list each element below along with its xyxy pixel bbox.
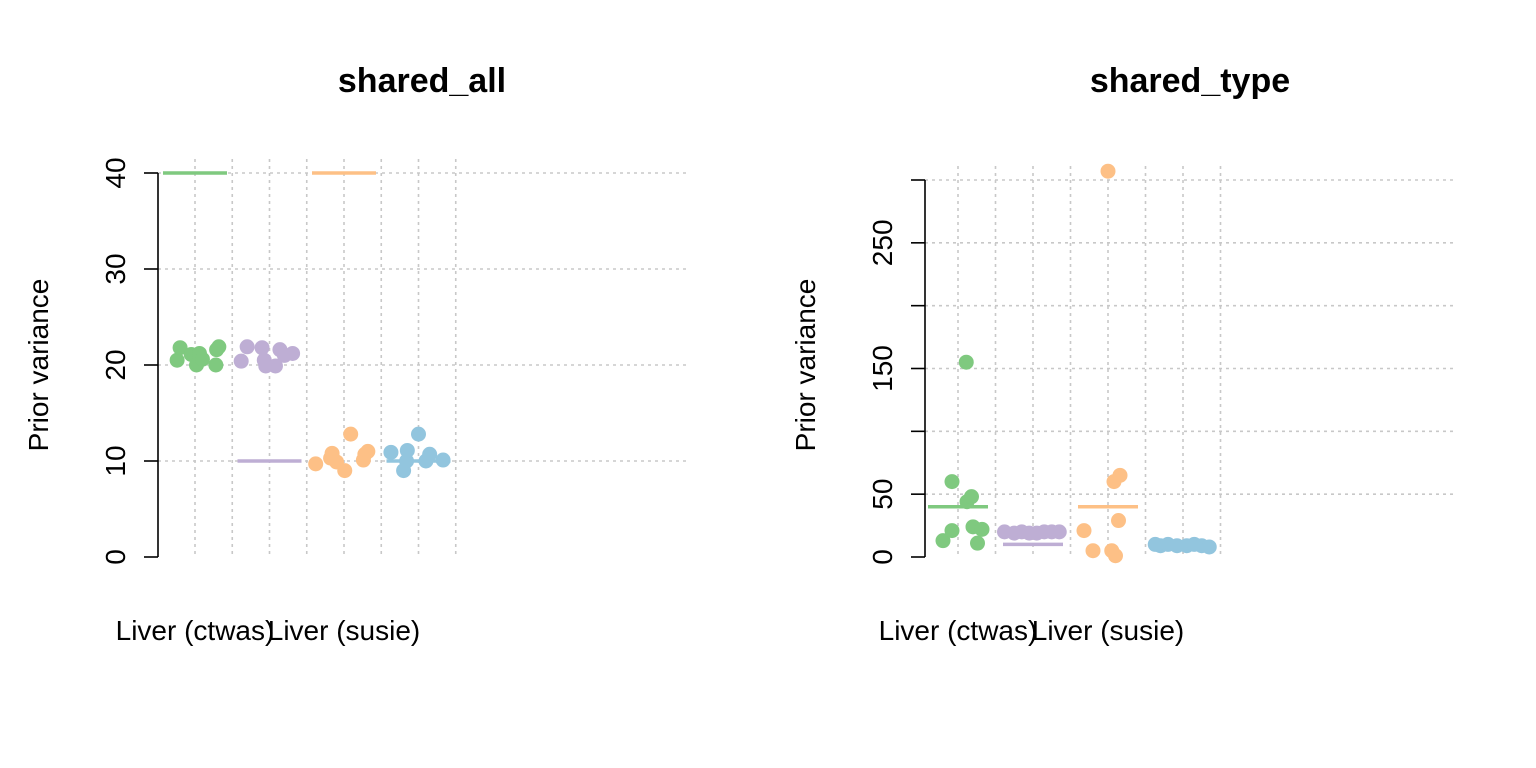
data-point	[1076, 523, 1092, 539]
data-point	[935, 533, 951, 549]
data-point	[343, 426, 359, 442]
data-point	[285, 345, 301, 361]
x-category-label: Liver (susie)	[1032, 615, 1184, 646]
y-tick-label: 40	[100, 157, 131, 188]
data-point	[1112, 467, 1128, 483]
y-tick-label: 0	[867, 549, 898, 565]
data-point	[169, 352, 185, 368]
data-point	[974, 521, 990, 537]
data-point	[308, 456, 324, 472]
y-tick-label: 250	[867, 219, 898, 266]
data-point	[208, 357, 224, 373]
data-point	[422, 446, 438, 462]
x-category-label: Liver (susie)	[268, 615, 420, 646]
data-point	[944, 523, 960, 539]
y-tick-label: 30	[100, 253, 131, 284]
data-point	[411, 426, 426, 442]
grid	[925, 166, 1455, 557]
y-tick-label: 150	[867, 345, 898, 392]
grid	[158, 159, 688, 557]
y-tick-label: 50	[867, 479, 898, 510]
panel-title: shared_all	[338, 62, 506, 100]
data-points	[928, 163, 1217, 564]
data-point	[1051, 524, 1067, 540]
data-point	[239, 339, 255, 355]
data-point	[1111, 513, 1126, 529]
data-point	[337, 463, 353, 479]
y-axis: 0 10 20 30 40	[100, 157, 159, 565]
data-point	[970, 535, 985, 551]
data-points	[163, 171, 451, 479]
data-point	[1085, 543, 1101, 559]
panel-shared-all: shared_all Prior variance 0 10 20 30 40 Liver…	[23, 62, 688, 646]
data-point	[944, 474, 960, 490]
x-category-label: Liver (ctwas)	[116, 615, 275, 646]
y-tick-label: 0	[100, 549, 131, 565]
x-category-labels: Liver (ctwas)Liver (susie)	[879, 615, 1185, 646]
data-point	[211, 339, 227, 355]
y-axis: 0 50 150 250	[867, 179, 926, 565]
x-category-labels: Liver (ctwas)Liver (susie)	[116, 615, 421, 646]
panel-shared-type: shared_type Prior variance 0 50 150 250 Live…	[790, 62, 1455, 646]
data-point	[1100, 163, 1116, 179]
data-point	[399, 442, 415, 458]
data-point	[360, 443, 376, 459]
x-category-label: Liver (ctwas)	[879, 615, 1038, 646]
data-point	[254, 340, 270, 356]
y-tick-label: 10	[100, 445, 131, 476]
data-point	[958, 354, 974, 370]
data-point	[1201, 539, 1217, 555]
data-point	[172, 340, 188, 356]
data-point	[194, 351, 210, 367]
data-point	[435, 452, 451, 468]
data-point	[1108, 548, 1123, 564]
data-point	[233, 353, 249, 369]
y-axis-label: Prior variance	[790, 279, 821, 452]
data-point	[383, 444, 399, 460]
data-point	[964, 489, 979, 505]
panel-title: shared_type	[1090, 62, 1290, 100]
y-axis-label: Prior variance	[23, 279, 54, 452]
data-point	[267, 358, 283, 374]
y-tick-label: 20	[100, 349, 131, 380]
